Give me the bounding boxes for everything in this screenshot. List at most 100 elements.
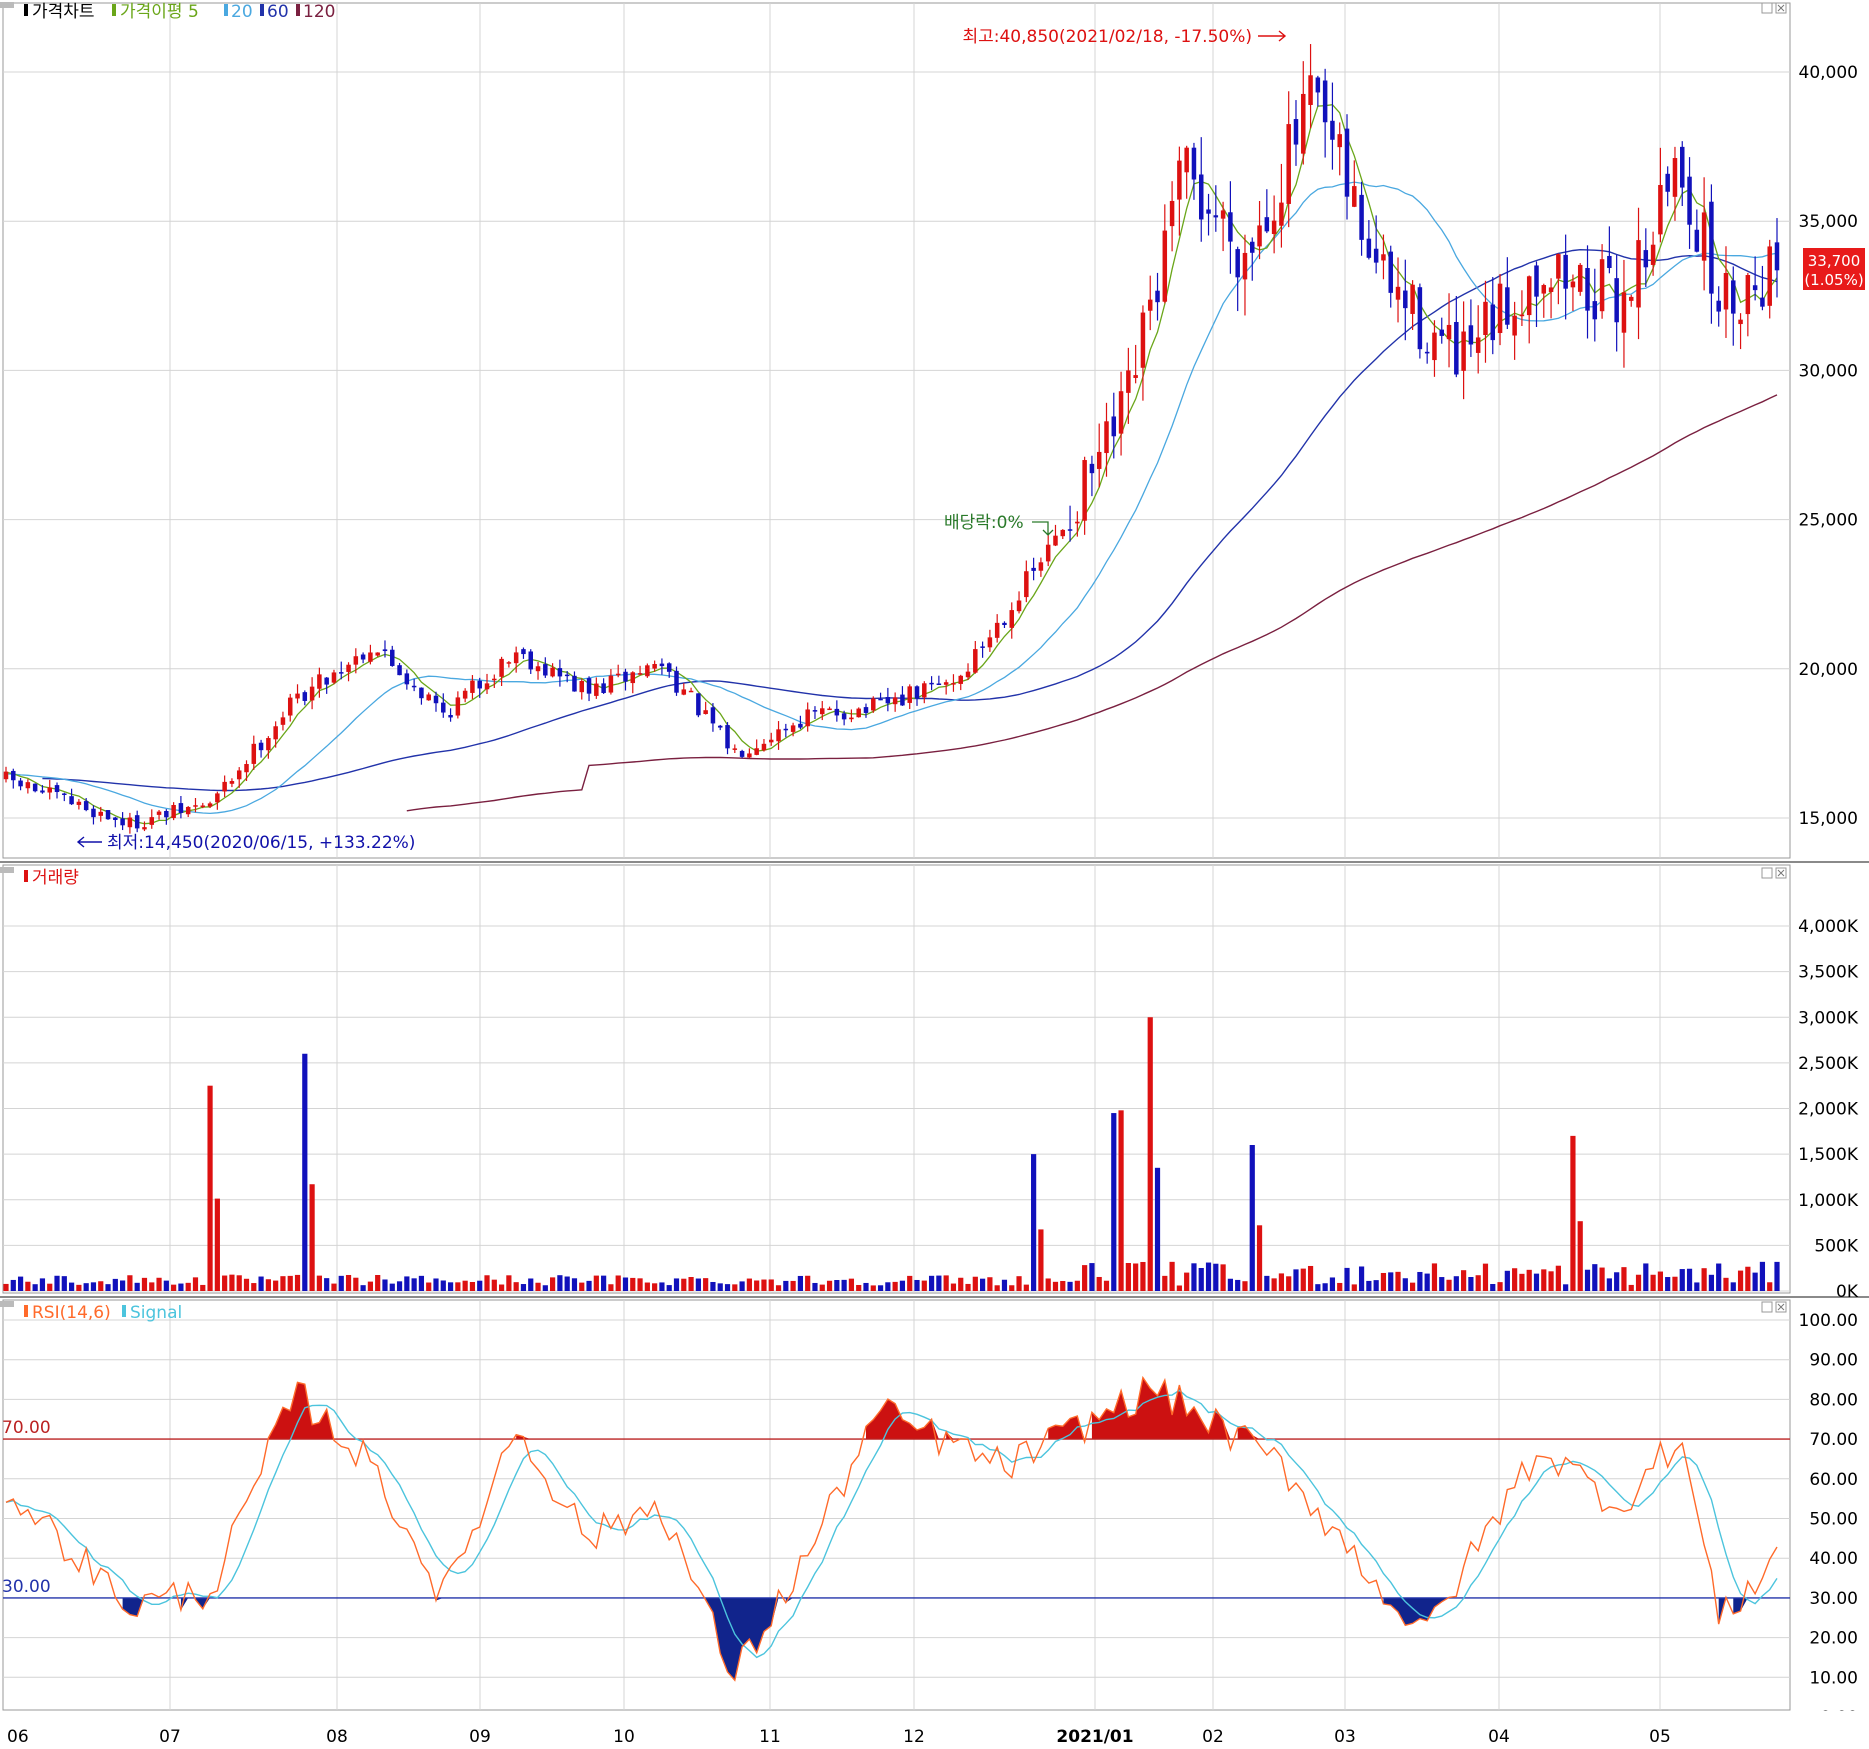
- volume-bar: [1256, 1225, 1263, 1291]
- x-tick-label: 2021/01: [1056, 1727, 1133, 1747]
- candle: [98, 811, 103, 816]
- candle: [1184, 147, 1189, 173]
- candle: [754, 748, 759, 755]
- volume-bar: [1431, 1263, 1438, 1291]
- candle: [1271, 220, 1277, 235]
- candle: [1228, 212, 1233, 242]
- candle: [1403, 290, 1408, 309]
- volume-bar: [1643, 1263, 1649, 1291]
- volume-bar: [746, 1278, 752, 1291]
- candle: [1454, 322, 1459, 375]
- candle: [783, 728, 789, 731]
- volume-bar: [1599, 1267, 1605, 1291]
- candle: [207, 803, 213, 807]
- high-arrow: [1258, 30, 1287, 42]
- volume-bar: [1220, 1264, 1226, 1291]
- volume-bar: [39, 1278, 46, 1291]
- volume-bar: [1249, 1145, 1255, 1291]
- candle: [528, 651, 533, 670]
- candle: [1111, 416, 1117, 437]
- volume-bar: [1504, 1270, 1510, 1291]
- volume-bar: [382, 1279, 388, 1291]
- volume-bar: [302, 1053, 308, 1291]
- close-icon[interactable]: [1777, 869, 1785, 877]
- y-tick-label: 35,000: [1799, 212, 1858, 232]
- volume-bar: [1577, 1221, 1583, 1291]
- signal-line: [5, 1389, 1778, 1659]
- candle: [688, 690, 694, 693]
- candle: [1096, 451, 1102, 469]
- volume-bar: [367, 1281, 374, 1291]
- y-tick-label: 25,000: [1799, 511, 1858, 531]
- legend-marker: [122, 1305, 126, 1317]
- volume-bar: [972, 1276, 978, 1291]
- volume-bar: [542, 1285, 548, 1291]
- y-tick-label: 1,500K: [1798, 1145, 1859, 1165]
- close-icon[interactable]: [1777, 4, 1785, 12]
- candle: [535, 666, 541, 672]
- minimize-icon[interactable]: [1761, 1301, 1773, 1313]
- y-tick-label: 2,500K: [1798, 1054, 1859, 1074]
- candle: [164, 810, 169, 818]
- candle: [324, 677, 329, 685]
- volume-bar: [98, 1281, 104, 1291]
- candle: [1009, 610, 1015, 628]
- candle: [674, 670, 679, 693]
- volume-bar: [338, 1275, 344, 1291]
- candle: [1286, 124, 1291, 204]
- candle: [929, 682, 934, 685]
- candle: [1024, 571, 1029, 598]
- candle: [1344, 128, 1350, 197]
- candle: [1293, 119, 1299, 145]
- volume-bar: [790, 1280, 796, 1291]
- volume-bar: [309, 1184, 315, 1291]
- x-tick-label: 12: [903, 1727, 925, 1747]
- candle: [1505, 287, 1510, 325]
- volume-bar: [550, 1277, 556, 1291]
- volume-bar: [243, 1278, 250, 1291]
- candle: [477, 680, 482, 689]
- rsi-panel-frame: [2, 1299, 1791, 1711]
- y-tick-label: 40,000: [1799, 63, 1858, 83]
- legend-marker: [24, 870, 28, 882]
- volume-bar: [411, 1278, 417, 1291]
- candle: [768, 739, 774, 743]
- volume-bar: [921, 1280, 927, 1291]
- volume-bar: [207, 1085, 213, 1291]
- legend-marker: [296, 4, 300, 16]
- candle: [776, 729, 781, 742]
- candle: [287, 697, 293, 716]
- candle: [1621, 292, 1627, 333]
- volume-bar: [447, 1282, 454, 1291]
- candle: [339, 672, 344, 674]
- volume-bar: [3, 1283, 9, 1291]
- candle: [1075, 521, 1080, 524]
- volume-bar: [1461, 1270, 1467, 1291]
- x-tick-label: 04: [1488, 1727, 1510, 1747]
- level-70-label: 70.00: [2, 1418, 51, 1438]
- legend-marker: [224, 4, 228, 16]
- candle: [1658, 184, 1663, 235]
- volume-bar: [1635, 1274, 1642, 1291]
- minimize-icon[interactable]: [1761, 2, 1773, 14]
- close-icon[interactable]: [1777, 1303, 1785, 1311]
- volume-bar: [885, 1282, 891, 1291]
- x-tick-label: 08: [326, 1727, 348, 1747]
- candle: [1556, 254, 1561, 279]
- volume-bar: [1417, 1271, 1423, 1291]
- candle: [193, 805, 198, 807]
- volume-bar: [1293, 1269, 1299, 1291]
- minimize-icon[interactable]: [1761, 867, 1773, 879]
- candle: [1497, 283, 1503, 334]
- low-arrow: [76, 836, 102, 848]
- volume-bar: [426, 1282, 432, 1291]
- candle: [1315, 77, 1321, 93]
- candle: [1461, 331, 1466, 371]
- candle: [1308, 75, 1313, 105]
- legend-marker: [112, 4, 116, 16]
- legend-marker: [260, 4, 264, 16]
- current-price-badge: [1803, 248, 1865, 290]
- volume-bar: [1038, 1229, 1044, 1291]
- volume-bar: [1366, 1280, 1372, 1291]
- candle: [1031, 567, 1036, 571]
